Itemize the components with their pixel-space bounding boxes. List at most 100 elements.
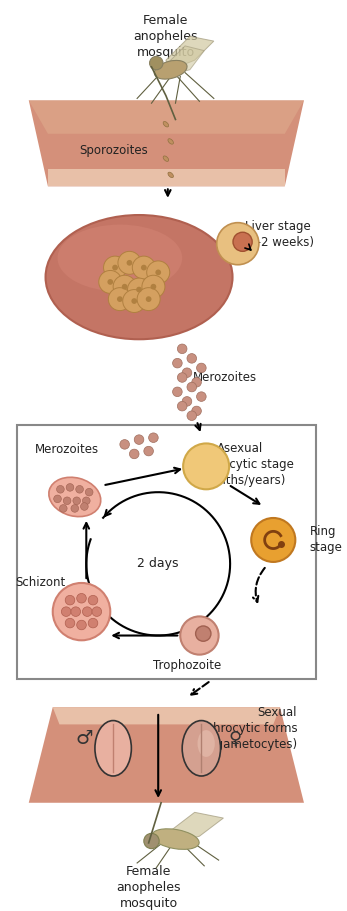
Polygon shape	[29, 100, 304, 187]
Polygon shape	[29, 100, 304, 134]
Polygon shape	[48, 169, 285, 187]
Polygon shape	[29, 707, 304, 803]
Polygon shape	[166, 46, 204, 75]
Ellipse shape	[58, 225, 182, 292]
Circle shape	[144, 834, 159, 849]
Circle shape	[177, 344, 187, 353]
Text: Trophozoite: Trophozoite	[153, 660, 221, 672]
Circle shape	[108, 288, 132, 311]
Circle shape	[117, 296, 123, 302]
Circle shape	[147, 261, 170, 284]
Ellipse shape	[197, 730, 215, 757]
Circle shape	[107, 279, 113, 285]
Circle shape	[180, 617, 219, 655]
Circle shape	[182, 368, 192, 377]
Circle shape	[63, 497, 71, 505]
Circle shape	[137, 288, 160, 311]
Ellipse shape	[49, 477, 101, 517]
Circle shape	[196, 626, 211, 641]
Circle shape	[99, 271, 122, 293]
Circle shape	[76, 486, 83, 493]
Circle shape	[192, 377, 201, 387]
Circle shape	[128, 278, 151, 301]
Circle shape	[233, 232, 252, 251]
Circle shape	[61, 607, 71, 617]
Circle shape	[54, 495, 61, 503]
Circle shape	[120, 440, 129, 449]
Circle shape	[59, 505, 67, 512]
Circle shape	[172, 387, 182, 396]
Circle shape	[177, 373, 187, 383]
Text: Sporozoites: Sporozoites	[79, 145, 147, 158]
Ellipse shape	[182, 721, 221, 776]
Circle shape	[127, 260, 132, 266]
Circle shape	[88, 596, 98, 605]
Circle shape	[73, 497, 81, 505]
Circle shape	[92, 607, 102, 617]
Circle shape	[71, 607, 81, 617]
Ellipse shape	[163, 156, 169, 161]
Circle shape	[187, 383, 196, 392]
Circle shape	[81, 503, 88, 510]
Text: Merozoites: Merozoites	[193, 371, 257, 384]
Circle shape	[251, 518, 295, 562]
Circle shape	[150, 56, 163, 70]
Circle shape	[57, 486, 64, 493]
Circle shape	[112, 265, 118, 271]
Polygon shape	[166, 813, 223, 844]
Circle shape	[146, 296, 152, 302]
Circle shape	[196, 392, 206, 402]
Circle shape	[182, 396, 192, 406]
Text: Schizont: Schizont	[15, 577, 65, 589]
Circle shape	[113, 275, 136, 298]
Circle shape	[187, 353, 196, 363]
Circle shape	[132, 298, 137, 304]
Circle shape	[66, 484, 74, 491]
Circle shape	[196, 363, 206, 373]
Text: ♀: ♀	[228, 730, 242, 748]
Circle shape	[122, 284, 128, 290]
Circle shape	[85, 488, 93, 496]
Circle shape	[141, 265, 147, 271]
Circle shape	[65, 596, 75, 605]
Ellipse shape	[95, 721, 132, 776]
Polygon shape	[53, 707, 280, 724]
Circle shape	[183, 444, 229, 489]
FancyBboxPatch shape	[17, 425, 316, 679]
Circle shape	[177, 402, 187, 411]
Circle shape	[144, 446, 153, 456]
Polygon shape	[166, 36, 214, 70]
Ellipse shape	[168, 172, 174, 178]
Circle shape	[71, 505, 79, 512]
Circle shape	[192, 406, 201, 415]
Circle shape	[134, 435, 144, 445]
Circle shape	[118, 251, 141, 274]
Text: Ring
stage: Ring stage	[310, 526, 342, 555]
Circle shape	[149, 433, 158, 443]
Text: Merozoites: Merozoites	[35, 443, 99, 456]
Text: 2 days: 2 days	[137, 558, 179, 570]
Circle shape	[155, 270, 161, 275]
Circle shape	[172, 358, 182, 368]
Circle shape	[142, 275, 165, 298]
Circle shape	[83, 607, 92, 617]
Text: Liver stage
(1–2 weeks): Liver stage (1–2 weeks)	[243, 220, 314, 249]
Circle shape	[187, 411, 196, 421]
Circle shape	[103, 256, 127, 279]
Ellipse shape	[168, 138, 174, 144]
Circle shape	[88, 619, 98, 628]
Circle shape	[123, 290, 146, 312]
Text: Asexual
erythrocytic stage
(months/years): Asexual erythrocytic stage (months/years…	[186, 443, 294, 487]
Circle shape	[65, 619, 75, 628]
Circle shape	[53, 583, 110, 640]
Ellipse shape	[152, 829, 199, 849]
Text: Female
anopheles
mosquito: Female anopheles mosquito	[116, 865, 181, 910]
Circle shape	[132, 256, 155, 279]
Ellipse shape	[154, 60, 187, 79]
Circle shape	[136, 287, 142, 292]
Text: Female
anopheles
mosquito: Female anopheles mosquito	[134, 15, 198, 59]
Circle shape	[83, 497, 90, 505]
Text: Infected
hepatocytes: Infected hepatocytes	[31, 228, 100, 251]
Circle shape	[77, 620, 86, 630]
Ellipse shape	[163, 121, 169, 127]
